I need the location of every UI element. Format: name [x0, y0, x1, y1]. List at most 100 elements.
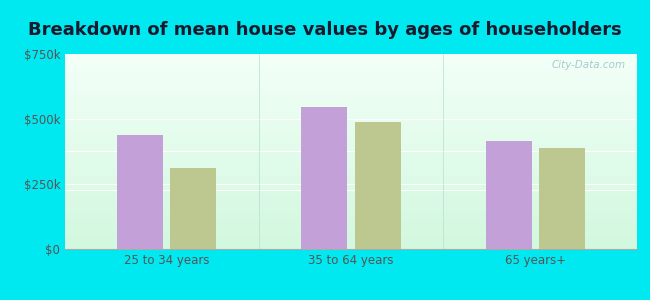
Bar	[65, 87, 637, 89]
Bar	[116, 135, 162, 249]
Bar	[65, 54, 637, 56]
Bar	[65, 66, 637, 68]
Bar	[65, 171, 637, 173]
Bar	[65, 134, 637, 136]
Bar	[65, 110, 637, 112]
Bar	[170, 168, 216, 249]
Bar	[65, 216, 637, 218]
Bar	[65, 169, 637, 171]
Bar	[65, 77, 637, 79]
Bar	[65, 71, 637, 74]
Bar	[65, 206, 637, 208]
Bar	[65, 210, 637, 212]
Bar	[65, 188, 637, 190]
Bar	[486, 141, 532, 249]
Bar	[65, 224, 637, 226]
Bar	[65, 136, 637, 138]
Bar	[65, 146, 637, 148]
Bar	[65, 239, 637, 241]
Bar	[65, 200, 637, 202]
Bar	[65, 68, 637, 70]
Bar	[65, 167, 637, 169]
Bar	[65, 130, 637, 132]
Bar	[65, 230, 637, 232]
Bar	[65, 243, 637, 245]
Bar	[65, 179, 637, 181]
Text: City-Data.com: City-Data.com	[551, 60, 625, 70]
Bar	[65, 194, 637, 196]
Bar	[65, 97, 637, 99]
Bar	[65, 109, 637, 110]
Bar	[65, 208, 637, 210]
Bar	[65, 83, 637, 85]
Bar	[65, 142, 637, 144]
Bar	[65, 148, 637, 149]
Bar	[65, 149, 637, 152]
Bar	[65, 235, 637, 237]
Bar	[65, 165, 637, 167]
Bar	[65, 204, 637, 206]
Bar	[65, 241, 637, 243]
Bar	[65, 237, 637, 239]
Bar	[65, 233, 637, 235]
Bar	[65, 124, 637, 126]
Bar	[65, 181, 637, 183]
Bar	[65, 116, 637, 118]
Bar	[65, 222, 637, 224]
Bar	[65, 128, 637, 130]
Bar	[65, 159, 637, 161]
Bar	[65, 132, 637, 134]
Bar	[65, 89, 637, 91]
Bar	[355, 122, 401, 249]
Bar	[65, 190, 637, 193]
Bar	[65, 103, 637, 105]
Bar	[65, 106, 637, 109]
Bar	[65, 214, 637, 216]
Bar	[65, 220, 637, 222]
Bar	[65, 157, 637, 159]
Bar	[65, 115, 637, 116]
Bar	[65, 198, 637, 200]
Bar	[540, 148, 586, 249]
Bar	[65, 226, 637, 227]
Bar	[65, 81, 637, 83]
Bar	[65, 227, 637, 230]
Bar	[65, 245, 637, 247]
Bar	[65, 161, 637, 163]
Bar	[65, 101, 637, 103]
Bar	[65, 74, 637, 75]
Bar	[65, 105, 637, 106]
Bar	[65, 122, 637, 124]
Bar	[65, 56, 637, 58]
Bar	[65, 75, 637, 77]
Bar	[65, 99, 637, 101]
Bar	[65, 175, 637, 177]
Bar	[65, 218, 637, 220]
Bar	[65, 196, 637, 198]
Bar	[65, 153, 637, 155]
Bar	[65, 232, 637, 233]
Bar	[65, 138, 637, 140]
Bar	[65, 187, 637, 188]
Bar	[65, 193, 637, 194]
Bar	[65, 126, 637, 128]
Bar	[65, 144, 637, 146]
Bar	[65, 202, 637, 204]
Bar	[65, 93, 637, 95]
Bar	[65, 140, 637, 142]
Bar	[65, 152, 637, 153]
Bar	[65, 64, 637, 66]
Bar	[65, 155, 637, 157]
Bar	[65, 58, 637, 60]
Bar	[301, 107, 347, 249]
Bar	[65, 184, 637, 187]
Bar	[65, 62, 637, 64]
Bar	[65, 118, 637, 120]
Bar	[65, 70, 637, 71]
Bar	[65, 163, 637, 165]
Bar	[65, 85, 637, 87]
Bar	[65, 79, 637, 81]
Bar	[65, 212, 637, 214]
Bar	[65, 173, 637, 175]
Bar	[65, 247, 637, 249]
